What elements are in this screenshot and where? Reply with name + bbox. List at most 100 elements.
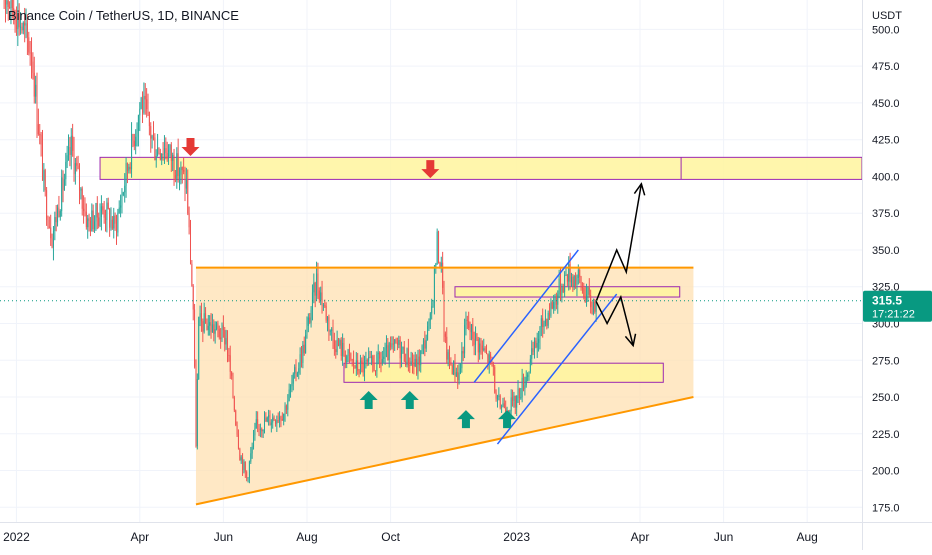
- candle-body: [170, 144, 172, 161]
- candle-body: [262, 429, 264, 432]
- candle-body: [362, 362, 364, 373]
- candle-body: [536, 342, 538, 348]
- candle-body: [343, 342, 345, 355]
- candle-body: [291, 383, 293, 387]
- candle-body: [132, 133, 134, 141]
- candle-body: [214, 329, 216, 334]
- candle-body: [306, 325, 308, 335]
- candle-body: [180, 167, 182, 175]
- candle-body: [583, 288, 585, 297]
- time-tick-label: Aug: [296, 530, 317, 544]
- candle-body: [359, 360, 361, 374]
- candle-body: [73, 150, 75, 175]
- projection-up-path-head: [633, 182, 646, 196]
- candle-body: [161, 153, 163, 160]
- candle-body: [63, 179, 65, 190]
- candle-body: [10, 0, 12, 9]
- candle-body: [24, 22, 26, 26]
- candle-body: [524, 385, 526, 390]
- candle-body: [137, 115, 139, 131]
- candle-body: [217, 323, 219, 330]
- candle-body: [213, 324, 215, 334]
- green-up-arrow: [498, 410, 517, 429]
- candle-body: [284, 405, 286, 415]
- candle-body: [439, 261, 441, 267]
- candle-body: [168, 149, 170, 159]
- candle-body: [299, 354, 301, 369]
- candle-body: [425, 339, 427, 349]
- candle-body: [517, 388, 519, 396]
- candle-body: [6, 0, 8, 5]
- candle-body: [177, 153, 179, 176]
- candle-body: [547, 312, 549, 326]
- candle-body: [383, 356, 385, 359]
- projection-down-path-head: [624, 333, 637, 348]
- candle-body: [100, 206, 102, 217]
- candle-body: [455, 372, 457, 377]
- drawing-zones[interactable]: [99, 156, 863, 505]
- red-down-arrow: [181, 138, 200, 157]
- candle-body: [347, 349, 349, 357]
- channel-line: [473, 249, 579, 383]
- candle-body: [191, 263, 193, 287]
- candle-body: [339, 340, 341, 346]
- support-zone: [343, 362, 664, 383]
- price-axis-currency: USDT: [872, 10, 902, 22]
- candle-body: [72, 135, 74, 151]
- candle-body: [317, 273, 319, 291]
- candle-body: [576, 277, 578, 285]
- candle-body: [4, 0, 6, 5]
- candle-body: [440, 262, 442, 267]
- drawing-lines[interactable]: [0, 138, 862, 506]
- candle-body: [148, 111, 150, 127]
- candle-body: [133, 140, 135, 147]
- candle-body: [392, 343, 394, 345]
- candle-body: [107, 202, 109, 210]
- candle-body: [258, 424, 260, 430]
- candle-body: [416, 358, 418, 374]
- candle-body: [218, 329, 220, 338]
- candle-body: [196, 379, 198, 447]
- candle-body: [316, 273, 318, 296]
- candle-body: [37, 124, 39, 135]
- candle-body: [181, 167, 183, 171]
- candle-body: [172, 154, 174, 161]
- candle-body: [102, 206, 104, 211]
- candle-body: [325, 305, 327, 321]
- candle-body: [402, 346, 404, 350]
- candle-body: [270, 422, 272, 426]
- candle-body: [261, 428, 263, 432]
- candle-body: [318, 290, 320, 300]
- candle-body: [458, 372, 460, 381]
- candle-body: [586, 294, 588, 303]
- candle-body: [575, 275, 577, 285]
- candle-body: [51, 238, 53, 248]
- candle-body: [185, 179, 187, 189]
- candle-body: [91, 210, 93, 232]
- candle-body: [562, 287, 564, 292]
- time-tick-label: 2022: [3, 530, 30, 544]
- candle-body: [413, 364, 415, 367]
- candle-body: [11, 0, 13, 9]
- candle-body: [105, 217, 107, 221]
- candle-body: [348, 349, 350, 354]
- candle-body: [274, 420, 276, 424]
- candle-body: [140, 97, 142, 109]
- candle-body: [370, 356, 372, 358]
- candle-body: [387, 345, 389, 361]
- candle-body: [418, 356, 420, 366]
- candle-body: [533, 340, 535, 352]
- candle-body: [476, 333, 478, 340]
- triangle-bottom-line: [195, 396, 694, 506]
- resistance-zone: [99, 156, 863, 180]
- candle-body: [373, 363, 375, 372]
- candle-body: [300, 354, 302, 363]
- chart-title: Binance Coin / TetherUS, 1D, BINANCE: [8, 8, 239, 23]
- candle-body: [222, 325, 224, 331]
- candle-body: [417, 356, 419, 374]
- candle-body: [542, 318, 544, 328]
- candle-body: [228, 354, 230, 356]
- projection-down-path: [595, 294, 634, 346]
